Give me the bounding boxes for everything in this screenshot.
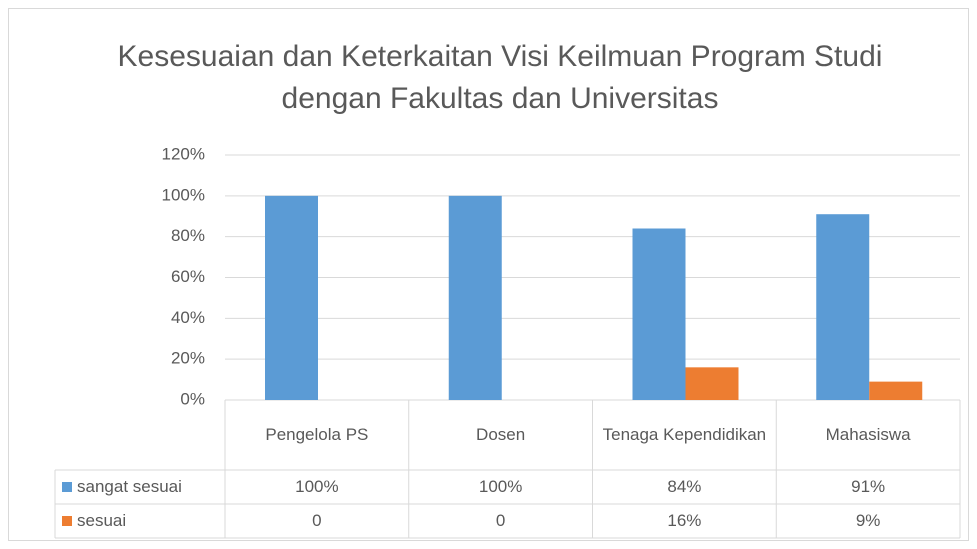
bar: [265, 195, 318, 400]
data-label: 9%: [855, 511, 881, 530]
y-tick-label: 100%: [162, 185, 205, 204]
data-label: 0: [495, 511, 506, 530]
bar: [816, 214, 870, 400]
bar: [448, 195, 502, 400]
legend-swatch: [62, 516, 72, 526]
category-label: Mahasiswa: [825, 425, 911, 444]
y-tick-label: 40%: [171, 308, 205, 327]
bar: [869, 381, 923, 400]
legend-label: sangat sesuai: [77, 477, 182, 496]
y-tick-label: 60%: [171, 267, 205, 286]
category-label: Pengelola PS: [265, 425, 369, 444]
y-tick-label: 80%: [171, 226, 205, 245]
category-label: Dosen: [476, 425, 526, 444]
y-tick-label: 0%: [180, 389, 205, 408]
legend-label: sesuai: [77, 511, 127, 530]
data-label: 100%: [478, 477, 523, 496]
data-label: 16%: [667, 511, 702, 530]
chart-title: Kesesuaian dan Keterkaitan Visi Keilmuan…: [117, 40, 883, 115]
data-label: 0: [312, 511, 322, 530]
legend-swatch: [62, 482, 72, 492]
bar: [685, 367, 739, 400]
bar: [632, 228, 686, 400]
category-label: Tenaga Kependidikan: [602, 425, 767, 444]
y-tick-label: 120%: [162, 144, 205, 163]
y-tick-label: 20%: [171, 349, 205, 368]
data-label: 91%: [851, 477, 886, 496]
data-label: 100%: [295, 477, 339, 496]
data-label: 84%: [667, 477, 702, 496]
